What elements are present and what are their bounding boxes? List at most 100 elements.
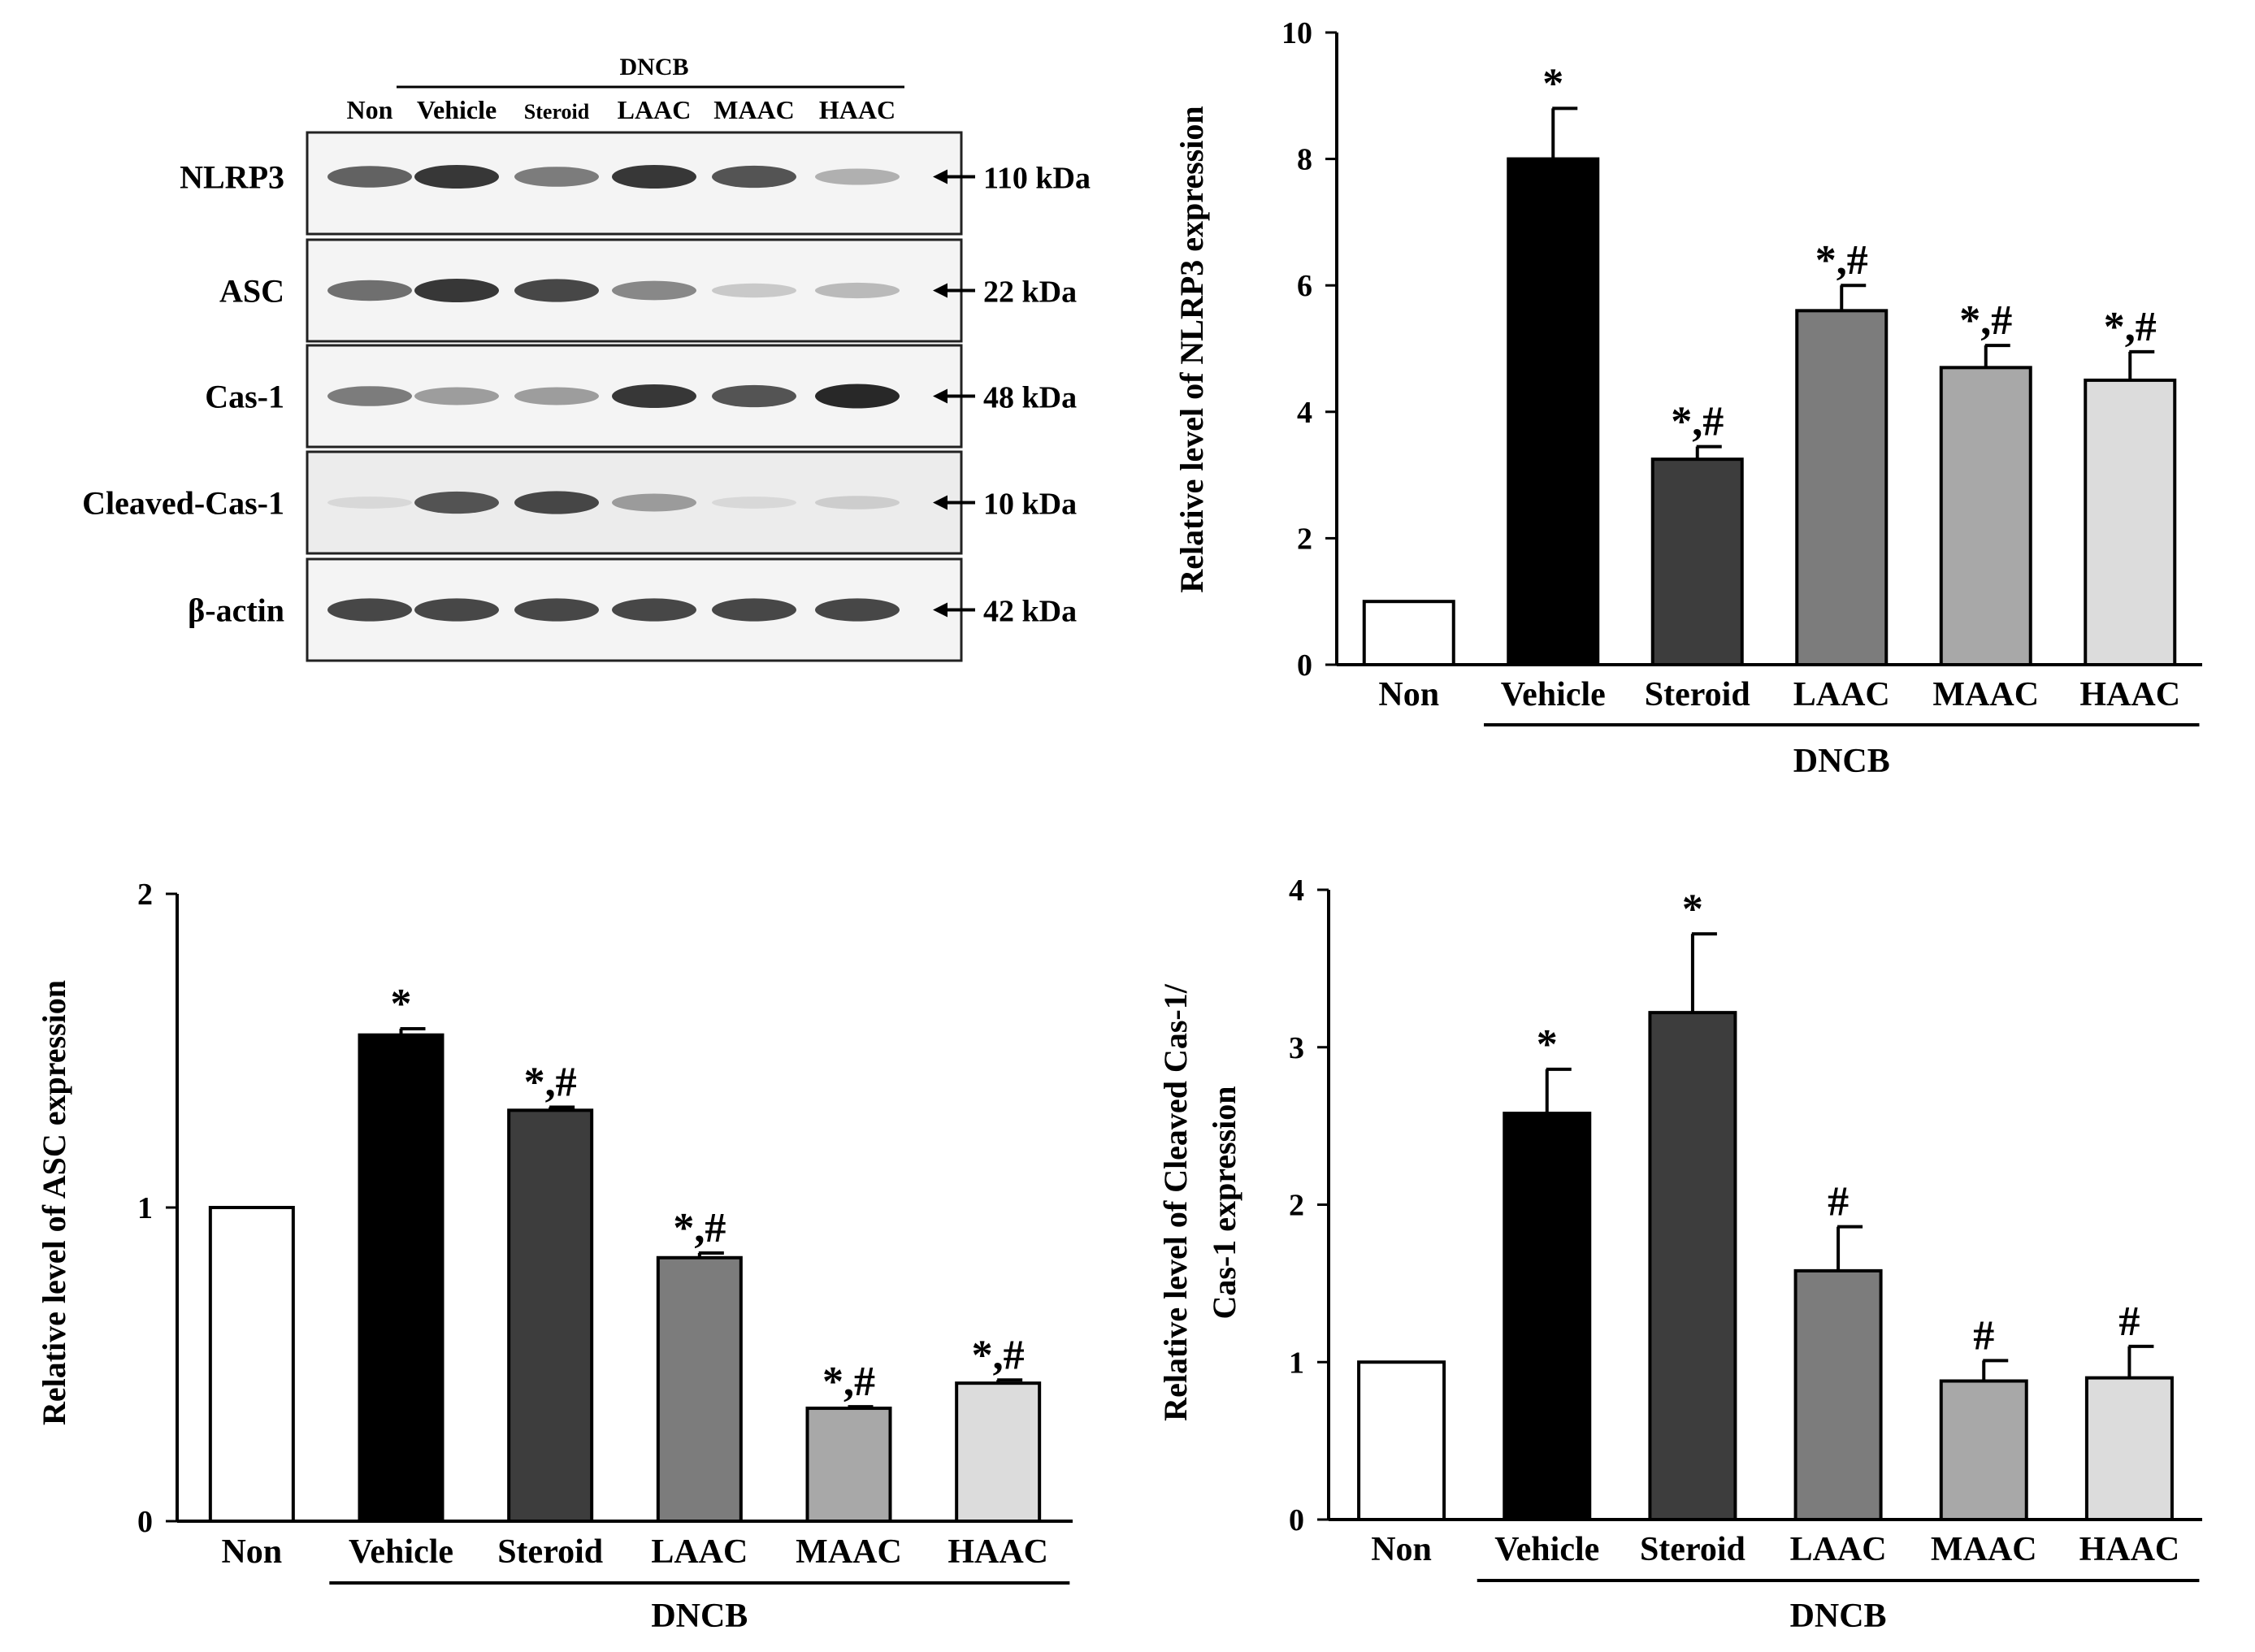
blot-band bbox=[414, 598, 499, 622]
y-axis-label-line2: Cas-1 expression bbox=[1206, 1086, 1242, 1319]
blot-band bbox=[712, 165, 796, 189]
blot-band bbox=[414, 491, 499, 514]
y-tick-label: 2 bbox=[1297, 522, 1312, 556]
nlrp3-bar-chart: 0 2 4 6 8 10 Relative level of NLRP3 expressio… bbox=[1173, 16, 2202, 780]
blot-band bbox=[712, 496, 796, 509]
significance-label: # bbox=[1828, 1179, 1849, 1225]
blot-band bbox=[612, 280, 696, 301]
blot-band bbox=[612, 493, 696, 512]
blot-band bbox=[327, 166, 412, 188]
blot-protein-label: Cas-1 bbox=[205, 379, 284, 415]
asc-bar-chart: 0 1 2 Relative level of ASC expression Non * V… bbox=[36, 878, 1073, 1635]
bar bbox=[656, 1255, 743, 1523]
blot-band bbox=[612, 164, 696, 189]
y-tick-label: 1 bbox=[1289, 1346, 1304, 1380]
significance-label: *,# bbox=[1671, 399, 1724, 445]
blot-band bbox=[327, 280, 412, 301]
y-axis-label-group: Relative level of ASC expression bbox=[36, 980, 72, 1425]
bar bbox=[1503, 1112, 1592, 1521]
bar bbox=[1357, 1360, 1446, 1521]
blot-protein-label: β-actin bbox=[188, 592, 284, 629]
category-label: HAAC bbox=[2079, 676, 2180, 713]
y-tick-label: 8 bbox=[1297, 143, 1312, 177]
cleaved-cas1-bar-chart: 0 1 2 3 4 Relative level of Cleaved Cas-1/Cas… bbox=[1157, 874, 2202, 1635]
blot-band bbox=[414, 278, 499, 303]
blot-lane-label: HAAC bbox=[819, 95, 895, 124]
blot-arrow-head bbox=[933, 388, 948, 404]
bar bbox=[1939, 366, 2032, 666]
blot-band bbox=[712, 384, 796, 408]
blot-band bbox=[815, 282, 900, 299]
significance-label: *,# bbox=[1959, 297, 2012, 344]
blot-band bbox=[414, 387, 499, 405]
category-label: MAAC bbox=[1932, 676, 2039, 713]
y-tick-label: 10 bbox=[1281, 16, 1312, 50]
significance-label: # bbox=[2118, 1299, 2140, 1345]
bar bbox=[2084, 378, 2177, 666]
category-label: Vehicle bbox=[1501, 676, 1606, 713]
blot-lane-label: MAAC bbox=[713, 95, 795, 124]
western-blot-panel: DNCB Non Vehicle Steroid LAAC MAAC HAAC NLRP3 11… bbox=[82, 54, 1091, 662]
category-label: HAAC bbox=[948, 1533, 1048, 1571]
blot-lane-label: Vehicle bbox=[417, 95, 497, 124]
blot-band bbox=[514, 598, 599, 622]
significance-label: *,# bbox=[673, 1205, 726, 1251]
group-label: DNCB bbox=[1793, 743, 1890, 780]
y-tick-label: 4 bbox=[1297, 396, 1312, 430]
group-label: DNCB bbox=[1790, 1598, 1887, 1635]
bar bbox=[208, 1206, 295, 1523]
blot-band bbox=[712, 598, 796, 622]
significance-label: * bbox=[391, 981, 412, 1027]
bar bbox=[1362, 600, 1455, 667]
y-axis-label-group: Relative level of Cleaved Cas-1/Cas-1 ex… bbox=[1157, 983, 1242, 1421]
y-tick-label: 2 bbox=[1289, 1189, 1304, 1223]
bar bbox=[1648, 1011, 1737, 1521]
group-label: DNCB bbox=[651, 1598, 748, 1635]
significance-label: *,# bbox=[1815, 237, 1868, 284]
significance-label: *,# bbox=[972, 1332, 1025, 1378]
blot-band bbox=[514, 491, 599, 514]
bar bbox=[805, 1407, 892, 1523]
bar bbox=[1793, 1268, 1883, 1521]
blot-band bbox=[414, 164, 499, 189]
y-axis-label: Relative level of NLRP3 expression bbox=[1173, 106, 1210, 592]
bar bbox=[1795, 309, 1889, 666]
blot-band bbox=[815, 384, 900, 409]
blot-group-label: DNCB bbox=[619, 54, 688, 80]
significance-label: * bbox=[1537, 1021, 1558, 1068]
blot-band bbox=[612, 384, 696, 409]
blot-size-label: 10 kDa bbox=[983, 488, 1077, 522]
bar bbox=[1939, 1379, 2028, 1521]
y-tick-label: 6 bbox=[1297, 269, 1312, 303]
blot-arrow-head bbox=[933, 169, 948, 184]
category-label: Non bbox=[221, 1533, 282, 1571]
blot-band bbox=[514, 279, 599, 302]
blot-lane-label: Non bbox=[347, 95, 393, 124]
blot-arrow-head bbox=[933, 602, 948, 618]
blot-band bbox=[327, 496, 412, 509]
y-tick-label: 3 bbox=[1289, 1031, 1304, 1065]
bar bbox=[2084, 1376, 2174, 1521]
bar bbox=[507, 1108, 594, 1523]
category-label: LAAC bbox=[651, 1533, 748, 1571]
blot-band bbox=[815, 598, 900, 622]
blot-lane-label: LAAC bbox=[618, 95, 692, 124]
blot-band bbox=[712, 283, 796, 298]
y-tick-label: 2 bbox=[137, 878, 153, 912]
blot-band bbox=[327, 598, 412, 622]
blot-arrow-head bbox=[933, 495, 948, 510]
y-tick-label: 4 bbox=[1289, 874, 1304, 908]
blot-band bbox=[327, 386, 412, 406]
category-label: HAAC bbox=[2079, 1531, 2180, 1568]
bar bbox=[1650, 457, 1744, 667]
category-label: LAAC bbox=[1790, 1531, 1887, 1568]
category-label: Non bbox=[1378, 676, 1439, 713]
significance-label: * bbox=[1542, 60, 1563, 106]
y-axis-label: Relative level of ASC expression bbox=[36, 980, 72, 1425]
y-axis-label: Relative level of Cleaved Cas-1/ bbox=[1157, 983, 1194, 1421]
blot-size-label: 22 kDa bbox=[983, 275, 1077, 310]
category-label: Vehicle bbox=[1494, 1531, 1599, 1568]
category-label: Steroid bbox=[1640, 1531, 1745, 1568]
blot-band bbox=[514, 387, 599, 405]
significance-label: *,# bbox=[2104, 304, 2157, 350]
